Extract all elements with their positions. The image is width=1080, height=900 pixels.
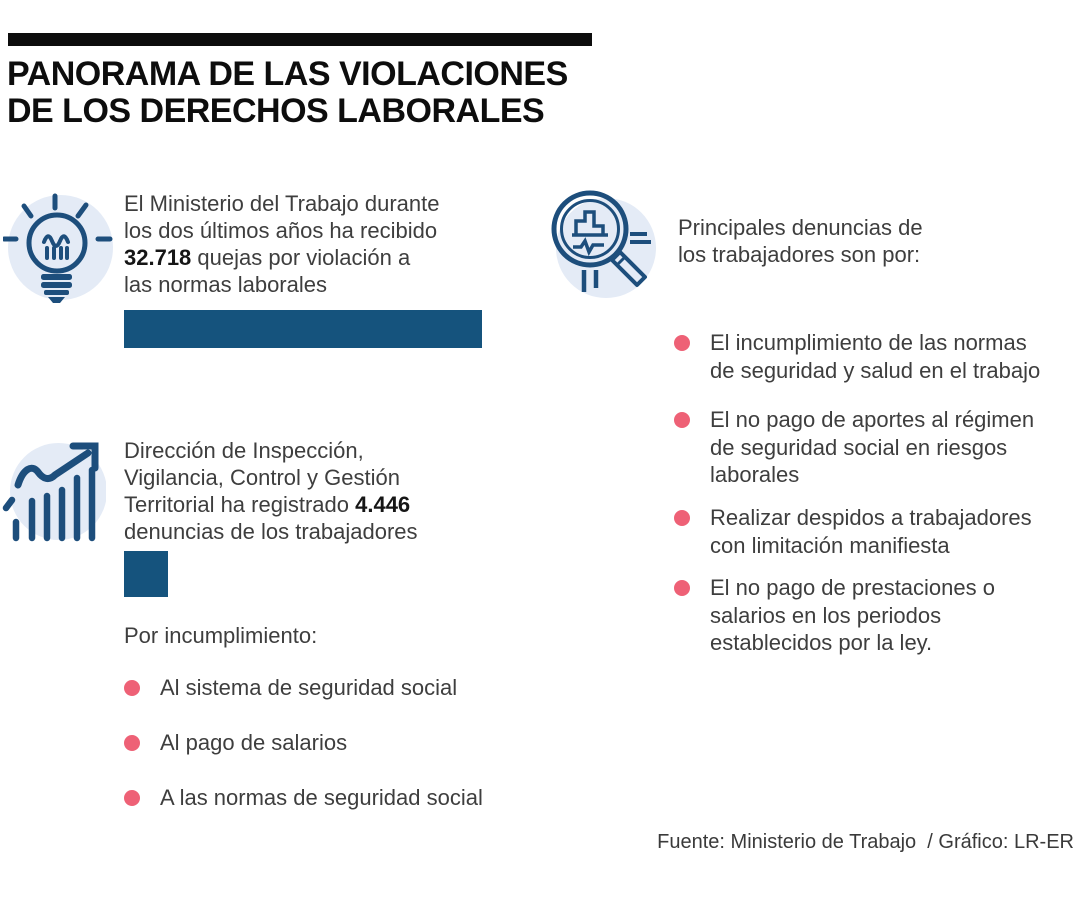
stat-ministerio-text: El Ministerio del Trabajo durante los do… bbox=[124, 190, 554, 298]
header-rule-bar bbox=[8, 33, 592, 46]
list-item-label: A las normas de seguridad social bbox=[160, 785, 483, 810]
list-item: Realizar despidos a trabajadores con lim… bbox=[674, 504, 1032, 559]
list-item-label: El no pago de aportes al régimen de segu… bbox=[710, 407, 1035, 487]
magnifier-chart-icon bbox=[551, 190, 656, 298]
stat-ministerio-value: 32.718 bbox=[124, 245, 192, 270]
stat-ministerio-before: El Ministerio del Trabajo durante los do… bbox=[124, 191, 440, 243]
right-column-heading: Principales denuncias de los trabajadore… bbox=[678, 215, 923, 267]
list-item: El incumplimiento de las normas de segur… bbox=[674, 329, 1040, 384]
stat-direccion-value: 4.446 bbox=[355, 492, 411, 517]
list-item: El no pago de aportes al régimen de segu… bbox=[674, 406, 1034, 489]
list-item-label: El incumplimiento de las normas de segur… bbox=[710, 330, 1041, 383]
source-credit: Fuente: Ministerio de Trabajo / Gráfico:… bbox=[657, 831, 1074, 853]
stat-direccion-text: Dirección de Inspección, Vigilancia, Con… bbox=[124, 437, 554, 545]
bullet-icon bbox=[674, 412, 690, 428]
list-item: Al sistema de seguridad social bbox=[124, 674, 457, 702]
stat-ministerio-after: quejas por violación a las normas labora… bbox=[124, 245, 411, 297]
bullet-icon bbox=[124, 680, 140, 696]
bullet-icon bbox=[674, 510, 690, 526]
denuncias-bar bbox=[124, 551, 168, 597]
list-item-label: Al pago de salarios bbox=[160, 730, 348, 755]
bullet-icon bbox=[674, 580, 690, 596]
stat-direccion-before: Dirección de Inspección, Vigilancia, Con… bbox=[124, 438, 400, 517]
list-item-label: Realizar despidos a trabajadores con lim… bbox=[710, 505, 1032, 558]
bullet-icon bbox=[674, 335, 690, 351]
bullet-icon bbox=[124, 735, 140, 751]
list-item-label: Al sistema de seguridad social bbox=[160, 675, 458, 700]
quejas-bar bbox=[124, 310, 482, 348]
bar-chart-trend-icon bbox=[2, 442, 106, 542]
page-title-line1: PANORAMA DE LAS VIOLACIONES bbox=[7, 55, 568, 93]
stat-direccion-after: denuncias de los trabajadores bbox=[124, 519, 418, 544]
incumplimiento-list-title: Por incumplimiento: bbox=[124, 623, 318, 648]
bullet-icon bbox=[124, 790, 140, 806]
list-item: A las normas de seguridad social bbox=[124, 784, 483, 812]
list-item: Al pago de salarios bbox=[124, 729, 347, 757]
list-item: El no pago de prestaciones o salarios en… bbox=[674, 574, 995, 657]
page-title-line2: DE LOS DERECHOS LABORALES bbox=[7, 92, 545, 130]
lightbulb-icon bbox=[3, 193, 113, 303]
list-item-label: El no pago de prestaciones o salarios en… bbox=[710, 575, 995, 655]
page-title: PANORAMA DE LAS VIOLACIONES DE LOS DERECH… bbox=[7, 56, 568, 130]
